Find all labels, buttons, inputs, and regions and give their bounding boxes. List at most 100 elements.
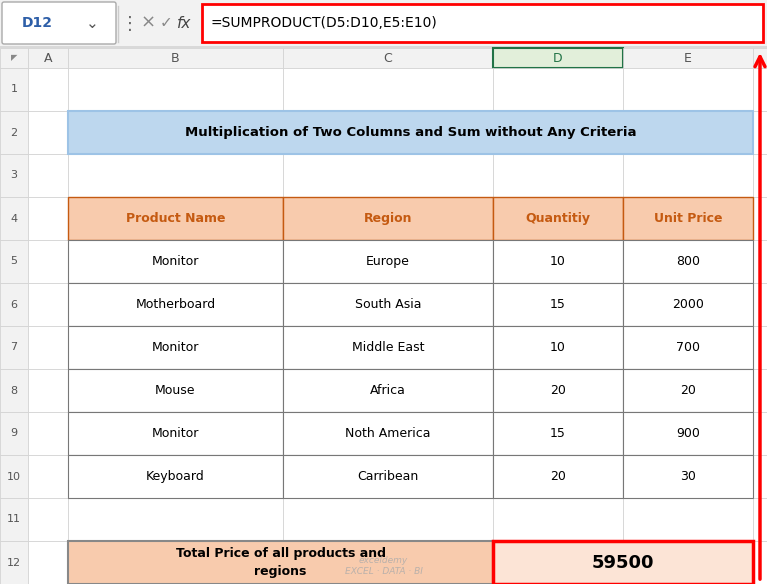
Bar xyxy=(753,498,767,541)
Bar xyxy=(753,412,767,455)
Text: 4: 4 xyxy=(11,214,18,224)
Text: 10: 10 xyxy=(550,255,566,268)
Text: Monitor: Monitor xyxy=(152,427,199,440)
Bar xyxy=(0,283,28,326)
Bar xyxy=(283,369,493,412)
Bar xyxy=(493,283,623,326)
Text: 3: 3 xyxy=(11,171,18,180)
Bar xyxy=(623,240,753,283)
Text: 10: 10 xyxy=(7,471,21,481)
Bar xyxy=(753,111,767,154)
Bar xyxy=(0,48,28,68)
Text: Africa: Africa xyxy=(370,384,406,397)
Text: 8: 8 xyxy=(11,385,18,395)
Bar xyxy=(493,326,623,369)
Text: 800: 800 xyxy=(676,255,700,268)
Bar xyxy=(0,326,28,369)
Bar xyxy=(28,326,68,369)
Text: 15: 15 xyxy=(550,427,566,440)
Bar xyxy=(0,455,28,498)
Bar xyxy=(493,48,623,68)
Bar xyxy=(283,283,493,326)
Bar xyxy=(623,283,753,326)
Bar xyxy=(283,154,493,197)
Text: Total Price of all products and
regions: Total Price of all products and regions xyxy=(176,548,386,578)
Bar xyxy=(753,455,767,498)
Text: Unit Price: Unit Price xyxy=(653,212,723,225)
Text: 700: 700 xyxy=(676,341,700,354)
Bar xyxy=(753,541,767,584)
Bar xyxy=(283,68,493,111)
Text: Europe: Europe xyxy=(366,255,410,268)
Bar xyxy=(0,111,28,154)
Bar xyxy=(493,455,623,498)
FancyBboxPatch shape xyxy=(2,2,116,44)
Text: 20: 20 xyxy=(680,384,696,397)
Bar xyxy=(493,197,623,240)
Bar xyxy=(283,48,493,68)
Bar xyxy=(68,283,283,326)
Bar xyxy=(493,498,623,541)
Bar xyxy=(68,197,283,240)
Bar xyxy=(68,240,283,283)
Text: 9: 9 xyxy=(11,429,18,439)
Bar xyxy=(623,240,753,283)
Bar xyxy=(28,154,68,197)
Bar xyxy=(283,197,493,240)
Bar xyxy=(283,197,493,240)
Bar xyxy=(753,283,767,326)
Text: 1: 1 xyxy=(11,85,18,95)
Text: Mouse: Mouse xyxy=(155,384,196,397)
Bar xyxy=(623,455,753,498)
Bar xyxy=(68,48,283,68)
Text: Product Name: Product Name xyxy=(126,212,225,225)
Bar xyxy=(0,412,28,455)
Bar xyxy=(0,498,28,541)
Bar xyxy=(68,283,283,326)
Bar xyxy=(68,111,753,154)
Bar xyxy=(623,111,753,154)
Text: D12: D12 xyxy=(22,16,53,30)
Bar xyxy=(493,541,623,584)
Text: fx: fx xyxy=(177,16,191,30)
Text: ⋮: ⋮ xyxy=(121,15,139,33)
Bar xyxy=(28,498,68,541)
Bar xyxy=(283,498,493,541)
Bar xyxy=(0,197,28,240)
Text: ◤: ◤ xyxy=(11,54,17,62)
Bar xyxy=(68,412,283,455)
Text: 15: 15 xyxy=(550,298,566,311)
Bar xyxy=(0,541,28,584)
Text: ×: × xyxy=(140,14,156,32)
Bar xyxy=(28,541,68,584)
Text: Carribean: Carribean xyxy=(357,470,419,483)
Bar xyxy=(283,326,493,369)
Text: ✓: ✓ xyxy=(160,16,173,30)
Bar xyxy=(28,197,68,240)
Bar xyxy=(753,68,767,111)
Text: D: D xyxy=(553,51,563,64)
Bar xyxy=(68,326,283,369)
Text: C: C xyxy=(384,51,393,64)
Bar xyxy=(753,369,767,412)
Bar xyxy=(0,0,767,46)
Bar xyxy=(283,369,493,412)
Bar xyxy=(283,455,493,498)
Bar xyxy=(283,240,493,283)
Text: ⌄: ⌄ xyxy=(86,16,98,30)
Bar xyxy=(68,111,283,154)
Text: 12: 12 xyxy=(7,558,21,568)
Text: 20: 20 xyxy=(550,470,566,483)
Bar xyxy=(68,455,283,498)
Bar xyxy=(623,541,753,584)
Bar xyxy=(68,68,283,111)
Bar xyxy=(623,412,753,455)
Bar xyxy=(623,154,753,197)
Bar xyxy=(28,240,68,283)
Text: 900: 900 xyxy=(676,427,700,440)
Bar xyxy=(68,369,283,412)
Text: 59500: 59500 xyxy=(592,554,654,572)
Bar xyxy=(68,197,283,240)
Bar xyxy=(493,369,623,412)
Bar xyxy=(753,240,767,283)
